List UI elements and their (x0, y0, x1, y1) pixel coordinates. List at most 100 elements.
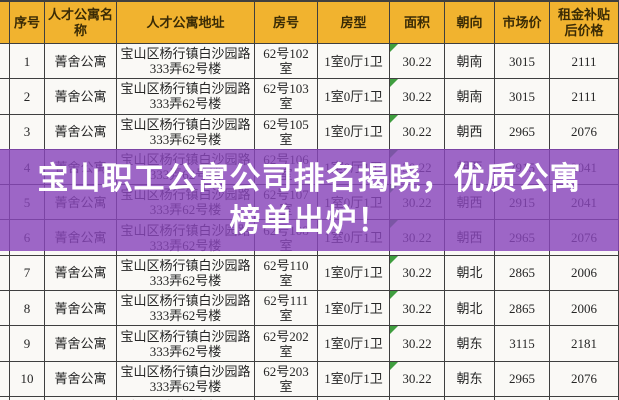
cell-subsidized-price: 2111 (550, 79, 619, 115)
cell-text: 3015 (509, 53, 535, 69)
cell-text: 2006 (571, 265, 597, 281)
cell-text: 30.22 (402, 124, 432, 140)
cell-text: 62号 (273, 399, 299, 400)
cell-text: 30.22 (402, 265, 432, 281)
cell-index: 1 (10, 44, 45, 80)
cell-area: 30.22 (390, 44, 445, 80)
cell-text: 2965 (509, 371, 535, 387)
cell-text: 2 (23, 88, 31, 104)
cell-text: 30.22 (402, 371, 432, 387)
cell-text: 宝山区杨行镇白沙园路333弄62号楼 (120, 46, 251, 77)
cell-index: 3 (10, 114, 45, 150)
cell-address: 宝山区杨行镇白沙园路333弄62号楼 (117, 326, 255, 362)
cell-price: 3015 (495, 79, 550, 115)
table-row: 10 菁舍公寓 宝山区杨行镇白沙园路333弄62号楼 62号203室 1室0厅1卫 30.… (0, 361, 619, 397)
edge-sliver-cell (0, 44, 10, 80)
cell-address: 宝山区杨行镇白沙园 (117, 396, 255, 400)
cell-type: 1室0厅1卫 (318, 44, 390, 80)
cell-area: 30.22 (390, 291, 445, 327)
edge-sliver-cell (0, 326, 10, 362)
table-row: 8 菁舍公寓 宝山区杨行镇白沙园路333弄62号楼 62号111室 1室0厅1卫 30.2… (0, 291, 619, 327)
edge-sliver-cell (0, 2, 10, 44)
cell-orientation: 朝南 (445, 79, 495, 115)
cell-text: 2865 (509, 265, 535, 281)
cell-text: 1室0厅1卫 (324, 371, 383, 387)
cell-index (10, 396, 45, 400)
cell-text: 2076 (571, 124, 597, 140)
cell-text: 8 (23, 300, 31, 316)
cell-text: 菁舍公寓 (54, 124, 107, 140)
cell-text: 1室0厅1卫 (324, 124, 383, 140)
cell-text: 2006 (571, 300, 597, 316)
cell-text: 1室0厅1卫 (324, 53, 383, 69)
table-header-row: 序号 人才公寓名称 人才公寓地址 房号 房型 面积 朝向 市场价 租金补贴后价格 (0, 2, 619, 44)
cell-price (495, 396, 550, 400)
cell-text: 2865 (509, 300, 535, 316)
cell-text: 宝山区杨行镇白沙园路333弄62号楼 (120, 257, 251, 288)
edge-sliver-cell (0, 255, 10, 292)
table-row: 宝山区杨行镇白沙园 62号 (0, 396, 619, 400)
cell-type: 1室0厅1卫 (318, 255, 390, 292)
header-type: 房型 (318, 2, 390, 44)
cell-text: 1室0厅1卫 (324, 300, 383, 316)
header-room: 房号 (255, 2, 318, 44)
cell-room: 62号105室 (255, 114, 318, 150)
cell-address: 宝山区杨行镇白沙园路333弄62号楼 (117, 361, 255, 397)
cell-text: 宝山区杨行镇白沙园路333弄62号楼 (120, 116, 251, 147)
green-corner-marker-icon (390, 291, 398, 300)
cell-room: 62号 (255, 396, 318, 400)
table-row: 3 菁舍公寓 宝山区杨行镇白沙园路333弄62号楼 62号105室 1室0厅1卫 30.2… (0, 114, 619, 150)
cell-text: 62号202室 (263, 328, 309, 359)
cell-text: 朝南 (456, 88, 483, 104)
cell-subsidized-price: 2076 (550, 114, 619, 150)
cell-text: 7 (23, 265, 31, 281)
cell-name: 菁舍公寓 (45, 79, 117, 115)
cell-text: 62号203室 (263, 363, 309, 394)
cell-text: 菁舍公寓 (54, 336, 107, 352)
cell-text: 2076 (571, 371, 597, 387)
cell-index: 10 (10, 361, 45, 397)
cell-type: 1室0厅1卫 (318, 361, 390, 397)
cell-text: 朝西 (456, 124, 483, 140)
header-index: 序号 (10, 2, 45, 44)
cell-text: 朝北 (456, 300, 483, 316)
cell-price: 3015 (495, 44, 550, 80)
cell-text: 62号103室 (263, 81, 309, 112)
cell-name: 菁舍公寓 (45, 255, 117, 292)
cell-orientation: 朝东 (445, 326, 495, 362)
cell-price: 2965 (495, 361, 550, 397)
cell-index: 7 (10, 255, 45, 292)
cell-text: 30.22 (402, 300, 432, 316)
cell-area: 30.22 (390, 114, 445, 150)
cell-text: 朝北 (456, 265, 483, 281)
cell-type: 1室0厅1卫 (318, 79, 390, 115)
cell-name: 菁舍公寓 (45, 291, 117, 327)
edge-sliver-cell (0, 291, 10, 327)
cell-subsidized-price: 2076 (550, 361, 619, 397)
cell-area: 30.22 (390, 79, 445, 115)
cell-price: 3115 (495, 326, 550, 362)
green-corner-marker-icon (390, 79, 398, 88)
cell-text: 30.22 (402, 88, 432, 104)
cell-room: 62号111室 (255, 291, 318, 327)
cell-text: 30.22 (402, 53, 432, 69)
table-row: 9 菁舍公寓 宝山区杨行镇白沙园路333弄62号楼 62号202室 1室0厅1卫 30.2… (0, 326, 619, 362)
cell-room: 62号102室 (255, 44, 318, 80)
cell-room: 62号202室 (255, 326, 318, 362)
cell-area: 30.22 (390, 255, 445, 292)
cell-subsidized-price: 2006 (550, 255, 619, 292)
cell-index: 9 (10, 326, 45, 362)
cell-text: 宝山区杨行镇白沙园路333弄62号楼 (120, 293, 251, 324)
table-row: 1 菁舍公寓 宝山区杨行镇白沙园路333弄62号楼 62号102室 1室0厅1卫 30.2… (0, 44, 619, 80)
cell-room: 62号103室 (255, 79, 318, 115)
cell-name (45, 396, 117, 400)
cell-text: 3015 (509, 88, 535, 104)
cell-orientation: 朝西 (445, 114, 495, 150)
cell-text: 2111 (571, 53, 597, 69)
cell-index: 2 (10, 79, 45, 115)
cell-text: 1室0厅1卫 (324, 88, 383, 104)
table-row: 2 菁舍公寓 宝山区杨行镇白沙园路333弄62号楼 62号103室 1室0厅1卫 30.2… (0, 79, 619, 115)
cell-address: 宝山区杨行镇白沙园路333弄62号楼 (117, 114, 255, 150)
edge-sliver-cell (0, 396, 10, 400)
cell-text: 2111 (571, 88, 597, 104)
